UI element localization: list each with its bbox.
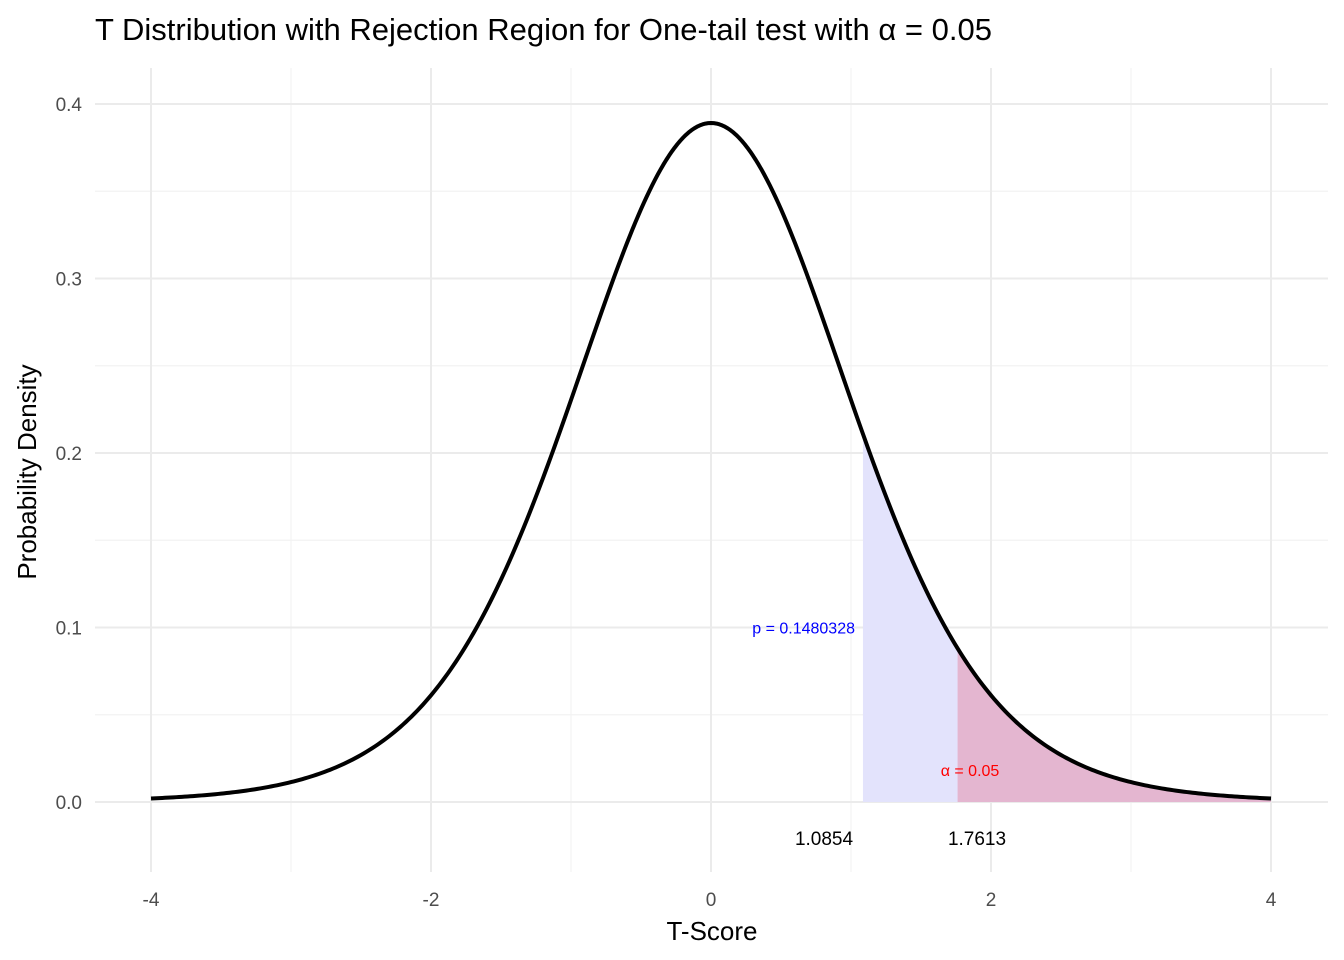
y-tick-label: 0.4 xyxy=(56,95,83,116)
y-axis-title: Probability Density xyxy=(12,364,42,579)
x-tick-label: -4 xyxy=(143,890,160,911)
y-tick-label: 0.2 xyxy=(56,444,82,465)
density-curve xyxy=(150,121,1272,801)
x-axis-title: T-Score xyxy=(666,916,757,946)
y-tick-label: 0.0 xyxy=(56,793,82,814)
x-tick-label: 0 xyxy=(706,890,717,911)
alpha-label: α = 0.05 xyxy=(941,763,1000,780)
x-tick-label: 2 xyxy=(986,890,997,911)
x-tick-label: 4 xyxy=(1266,890,1277,911)
chart-title: T Distribution with Rejection Region for… xyxy=(95,12,992,47)
shaded-regions xyxy=(862,434,1271,802)
observed-t-label: 1.0854 xyxy=(795,829,854,850)
density-curve-layer xyxy=(150,121,1272,801)
annotations: p = 0.1480328 α = 0.05 1.0854 1.7613 xyxy=(752,621,1006,851)
rejection-region xyxy=(957,648,1271,802)
plot-grid xyxy=(95,68,1328,872)
p-value-label: p = 0.1480328 xyxy=(752,621,855,638)
y-tick-label: 0.1 xyxy=(56,619,82,640)
p-value-region xyxy=(862,434,1271,802)
axis-ticks: -4 -2 0 2 4 0.0 0.1 0.2 0.3 0.4 xyxy=(56,95,1277,911)
y-tick-label: 0.3 xyxy=(56,270,82,291)
x-tick-label: -2 xyxy=(423,890,440,911)
critical-t-label: 1.7613 xyxy=(948,829,1006,850)
